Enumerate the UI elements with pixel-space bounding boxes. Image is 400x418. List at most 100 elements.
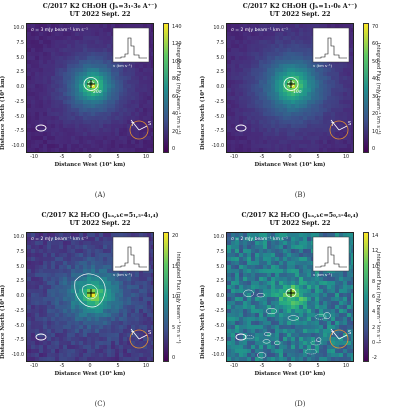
- panel-b: C/2017 K2 CH₃OH (Jₖ=1₁-0₀ A⁺⁻) UT 2022 Se…: [200, 0, 400, 209]
- y-axis-label: Distance North (10³ km): [200, 75, 206, 150]
- colorbar-tick: 20: [172, 128, 179, 135]
- spectrum-line: [115, 246, 147, 268]
- y-tick-label: -10.0: [11, 144, 24, 149]
- emission-map: σ = 2 mJy beam⁻¹ km s⁻¹ v (km s⁻¹) T S 10σ: [226, 23, 354, 153]
- sun-label: S: [348, 121, 352, 127]
- colorbar-tick: 40: [172, 111, 179, 118]
- x-tick-label: 0: [288, 155, 292, 160]
- spectrum-line: [315, 246, 347, 268]
- velocity-label: T: [331, 122, 335, 128]
- y-axis-label: Distance North (10³ km): [0, 284, 6, 359]
- y-tick-label: 7.5: [216, 40, 224, 46]
- contour-line: [263, 332, 272, 336]
- colorbar-tick: 20: [172, 233, 179, 239]
- emission-map: σ = 2 mJy beam⁻¹ km s⁻¹ v (km s⁻¹) T S: [26, 232, 154, 362]
- panel-letter: (C): [94, 400, 106, 408]
- inset-x-label: v (km s⁻¹): [313, 63, 333, 68]
- panel-date: UT 2022 Sept. 22: [69, 220, 131, 227]
- colorbar-tick: 5: [172, 324, 176, 331]
- colorbar-label: Integrated Flux (mJy beam⁻¹ km s⁻¹): [375, 252, 381, 344]
- y-tick-label: 10.0: [213, 235, 224, 240]
- sun-vector: [138, 125, 148, 131]
- y-tick-label: -7.5: [214, 338, 224, 344]
- colorbar-label: Integrated Flux (mJy beam⁻¹ km s⁻¹): [375, 43, 381, 135]
- x-tick-label: -10: [30, 364, 38, 369]
- colorbar-tick: 40: [372, 76, 379, 83]
- y-tick-label: -2.5: [14, 308, 24, 314]
- colorbar: [363, 232, 369, 362]
- colorbar-tick: 0: [372, 339, 376, 346]
- velocity-label: T: [331, 331, 335, 337]
- inset-x-label: v (km s⁻¹): [113, 272, 133, 277]
- beam-ellipse: [235, 124, 247, 132]
- colorbar-tick: 12: [372, 248, 379, 255]
- x-tick-label: -5: [259, 155, 265, 160]
- x-tick-label: -10: [30, 155, 38, 160]
- y-tick-label: -10.0: [211, 144, 224, 149]
- colorbar-tick: 6: [372, 294, 376, 300]
- x-tick-label: -5: [59, 364, 65, 369]
- x-tick-label: 5: [316, 155, 320, 160]
- panel-letter: (D): [294, 400, 306, 408]
- x-tick-label: 10: [342, 155, 350, 160]
- panel-title: C/2017 K2 CH₃OH (Jₖ=3₁-3₀ A⁺⁻): [42, 3, 158, 10]
- colorbar-tick: 0: [172, 146, 176, 152]
- x-tick-label: 5: [116, 155, 120, 160]
- spectrum-line: [315, 37, 347, 59]
- y-tick-label: -5.0: [214, 323, 224, 329]
- spectrum-line: [115, 37, 147, 59]
- colorbar-tick: 14: [372, 233, 379, 239]
- y-tick-label: -5.0: [14, 323, 24, 329]
- contour-line: [265, 308, 278, 315]
- colorbar: [163, 23, 169, 153]
- sun-vector: [338, 125, 348, 131]
- colorbar: [163, 232, 169, 362]
- compass-circle: [329, 329, 349, 349]
- y-tick-label: 5.0: [16, 264, 24, 270]
- sigma-note: σ = 2 mJy beam⁻¹ km s⁻¹: [231, 237, 288, 242]
- x-tick-label: 10: [142, 155, 150, 160]
- x-tick-label: 0: [288, 364, 292, 369]
- y-tick-label: 0.0: [16, 85, 24, 90]
- y-tick-label: -5.0: [14, 114, 24, 120]
- colorbar-tick: 30: [372, 93, 379, 100]
- y-tick-label: 5.0: [216, 264, 224, 270]
- y-tick-label: -10.0: [211, 353, 224, 358]
- colorbar-tick: -2: [372, 355, 377, 361]
- contour-line: [287, 315, 299, 321]
- sun-label: S: [148, 121, 152, 127]
- contour-line: [244, 335, 255, 340]
- colorbar-tick: 2: [372, 324, 376, 331]
- x-tick-label: 5: [316, 364, 320, 369]
- contour-label: 20σ: [93, 90, 102, 95]
- x-tick-label: -10: [230, 364, 238, 369]
- sun-vector: [138, 334, 148, 340]
- map-canvas: [227, 24, 353, 152]
- panel-date: UT 2022 Sept. 22: [69, 11, 131, 18]
- colorbar-tick: 0: [372, 146, 376, 152]
- colorbar-tick: 60: [172, 93, 179, 100]
- velocity-label: T: [131, 331, 135, 337]
- contour-line: [323, 312, 331, 320]
- colorbar-tick: 100: [172, 58, 182, 65]
- y-tick-label: -7.5: [14, 338, 24, 344]
- y-tick-label: 2.5: [16, 279, 24, 285]
- beam-ellipse: [35, 333, 47, 341]
- map-canvas: [27, 24, 153, 152]
- contour-line: [256, 293, 265, 298]
- contour-line: [316, 337, 322, 342]
- y-tick-label: 7.5: [16, 40, 24, 46]
- colorbar-tick: 50: [372, 58, 379, 65]
- colorbar-tick: 10: [372, 128, 379, 135]
- compass-circle: [329, 120, 349, 140]
- compass-circle: [129, 120, 149, 140]
- velocity-vector: [330, 328, 340, 340]
- x-axis-label: Distance West (10³ km): [54, 162, 126, 168]
- colorbar-tick: 4: [372, 309, 376, 316]
- sun-vector: [338, 334, 348, 340]
- sun-label: S: [148, 330, 152, 336]
- panel-date: UT 2022 Sept. 22: [269, 220, 331, 227]
- colorbar-label: Integrated Flux (mJy beam⁻¹ km s⁻¹): [175, 252, 181, 344]
- y-tick-label: 10.0: [13, 235, 24, 240]
- colorbar-tick: 8: [372, 278, 376, 285]
